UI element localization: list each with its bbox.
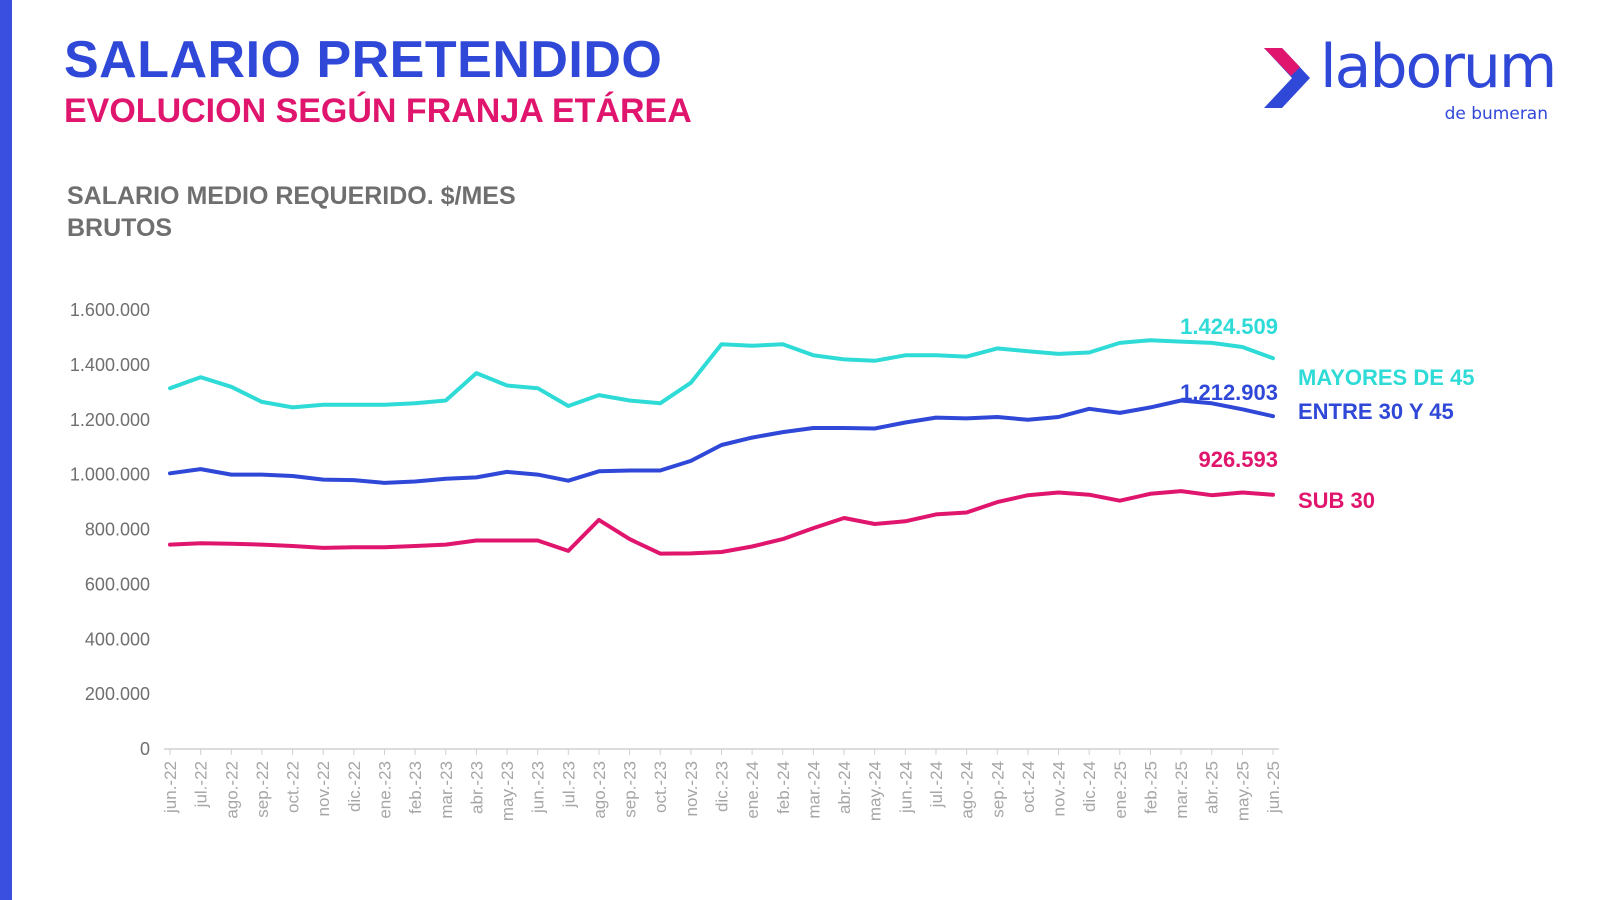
y-tick-label: 200.000 bbox=[85, 684, 150, 704]
x-tick-label: ene.-23 bbox=[375, 761, 394, 819]
y-tick-label: 1.000.000 bbox=[70, 465, 150, 485]
x-tick-label: jun.-22 bbox=[161, 761, 180, 814]
y-tick-label: 1.400.000 bbox=[70, 355, 150, 375]
x-tick-label: ago.-24 bbox=[958, 761, 977, 819]
y-tick-label: 1.200.000 bbox=[70, 410, 150, 430]
x-tick-label: jun.-25 bbox=[1264, 761, 1283, 814]
page-subtitle: EVOLUCION SEGÚN FRANJA ETÁREA bbox=[64, 92, 692, 130]
x-tick-label: may.-23 bbox=[498, 761, 517, 821]
chart-heading-line2: BRUTOS bbox=[67, 214, 173, 242]
x-tick-label: feb.-24 bbox=[774, 761, 793, 814]
x-tick-label: oct.-24 bbox=[1019, 761, 1038, 813]
x-tick-label: feb.-25 bbox=[1141, 761, 1160, 814]
x-tick-label: ago.-23 bbox=[590, 761, 609, 819]
x-tick-label: abr.-23 bbox=[467, 761, 486, 814]
series-name-label: SUB 30 bbox=[1298, 488, 1375, 513]
x-tick-label: nov.-24 bbox=[1050, 761, 1069, 816]
x-tick-label: oct.-22 bbox=[284, 761, 303, 813]
series-name-label: ENTRE 30 Y 45 bbox=[1298, 399, 1454, 424]
y-tick-label: 400.000 bbox=[85, 629, 150, 649]
chart-heading-line1: SALARIO MEDIO REQUERIDO. $/MES bbox=[67, 182, 516, 210]
x-tick-label: sep.-22 bbox=[253, 761, 272, 818]
series-name-label: MAYORES DE 45 bbox=[1298, 365, 1474, 390]
x-tick-label: sep.-24 bbox=[988, 761, 1007, 818]
x-tick-label: jul.-24 bbox=[927, 761, 946, 808]
series-line-entre-30-y-45 bbox=[168, 398, 1275, 485]
series-line-sub-30 bbox=[168, 489, 1275, 556]
logo-tagline: de bumeran bbox=[1444, 104, 1548, 124]
x-tick-label: may.-24 bbox=[866, 761, 885, 821]
x-tick-label: jun.-24 bbox=[896, 761, 915, 814]
x-tick-label: abr.-24 bbox=[835, 761, 854, 814]
x-tick-label: mar.-24 bbox=[804, 761, 823, 819]
x-tick-label: jun.-23 bbox=[529, 761, 548, 814]
y-tick-label: 0 bbox=[140, 739, 150, 759]
x-tick-label: jul.-23 bbox=[559, 761, 578, 808]
x-tick-label: dic.-23 bbox=[713, 761, 732, 812]
x-tick-label: dic.-24 bbox=[1080, 761, 1099, 812]
series-end-value: 1.212.903 bbox=[1180, 380, 1278, 405]
y-tick-label: 600.000 bbox=[85, 574, 150, 594]
x-tick-label: abr.-25 bbox=[1203, 761, 1222, 814]
logo-arrow-icon bbox=[1264, 48, 1310, 108]
x-tick-label: may.-25 bbox=[1233, 761, 1252, 821]
x-tick-label: ene.-25 bbox=[1111, 761, 1130, 819]
series-end-value: 926.593 bbox=[1198, 447, 1278, 472]
series-end-value: 1.424.509 bbox=[1180, 314, 1278, 339]
x-tick-label: ene.-24 bbox=[743, 761, 762, 819]
laborum-logo: laborum de bumeran bbox=[1260, 32, 1560, 133]
x-tick-label: feb.-23 bbox=[406, 761, 425, 814]
y-tick-label: 800.000 bbox=[85, 520, 150, 540]
x-tick-label: sep.-23 bbox=[621, 761, 640, 818]
y-tick-label: 1.600.000 bbox=[70, 300, 150, 320]
x-tick-label: mar.-23 bbox=[437, 761, 456, 819]
x-tick-label: mar.-25 bbox=[1172, 761, 1191, 819]
page-title: SALARIO PRETENDIDO bbox=[64, 31, 663, 89]
accent-bar bbox=[0, 0, 12, 900]
x-tick-label: nov.-23 bbox=[682, 761, 701, 816]
x-tick-label: oct.-23 bbox=[651, 761, 670, 813]
chart-heading: SALARIO MEDIO REQUERIDO. $/MES BRUTOS bbox=[67, 180, 587, 244]
x-tick-label: jul.-22 bbox=[192, 761, 211, 808]
x-tick-label: nov.-22 bbox=[314, 761, 333, 816]
series-line-mayores-de-45 bbox=[168, 338, 1275, 410]
x-tick-label: dic.-22 bbox=[345, 761, 364, 812]
logo-wordmark: laborum bbox=[1320, 32, 1557, 102]
x-tick-label: ago.-22 bbox=[222, 761, 241, 819]
